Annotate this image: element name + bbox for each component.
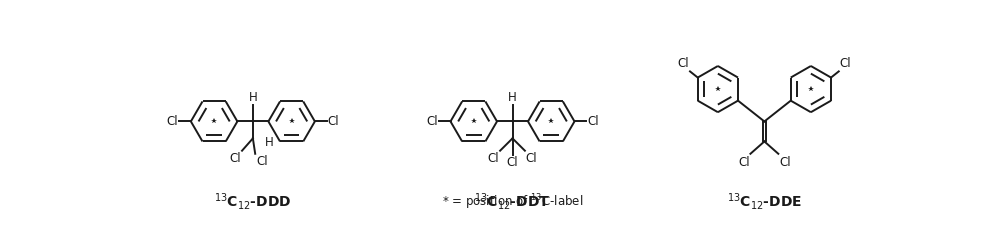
Text: Cl: Cl	[230, 152, 241, 165]
Text: Cl: Cl	[587, 115, 599, 128]
Text: Cl: Cl	[526, 152, 537, 165]
Text: Cl: Cl	[507, 156, 518, 169]
Text: Cl: Cl	[488, 152, 499, 165]
Text: Cl: Cl	[678, 57, 689, 70]
Text: H: H	[508, 91, 517, 104]
Text: H: H	[248, 91, 257, 104]
Text: * = position of $^{13}$C-label: * = position of $^{13}$C-label	[442, 192, 583, 212]
Text: Cl: Cl	[426, 115, 438, 128]
Text: $^{13}$C$_{12}$-DDT: $^{13}$C$_{12}$-DDT	[474, 191, 551, 212]
Text: Cl: Cl	[779, 156, 791, 169]
Text: Cl: Cl	[256, 155, 268, 167]
Text: Cl: Cl	[167, 115, 178, 128]
Text: $^{13}$C$_{12}$-DDE: $^{13}$C$_{12}$-DDE	[727, 191, 802, 212]
Text: H: H	[265, 136, 274, 150]
Text: Cl: Cl	[327, 115, 339, 128]
Text: Cl: Cl	[738, 156, 750, 169]
Text: Cl: Cl	[840, 57, 851, 70]
Text: $^{13}$C$_{12}$-DDD: $^{13}$C$_{12}$-DDD	[214, 191, 292, 212]
